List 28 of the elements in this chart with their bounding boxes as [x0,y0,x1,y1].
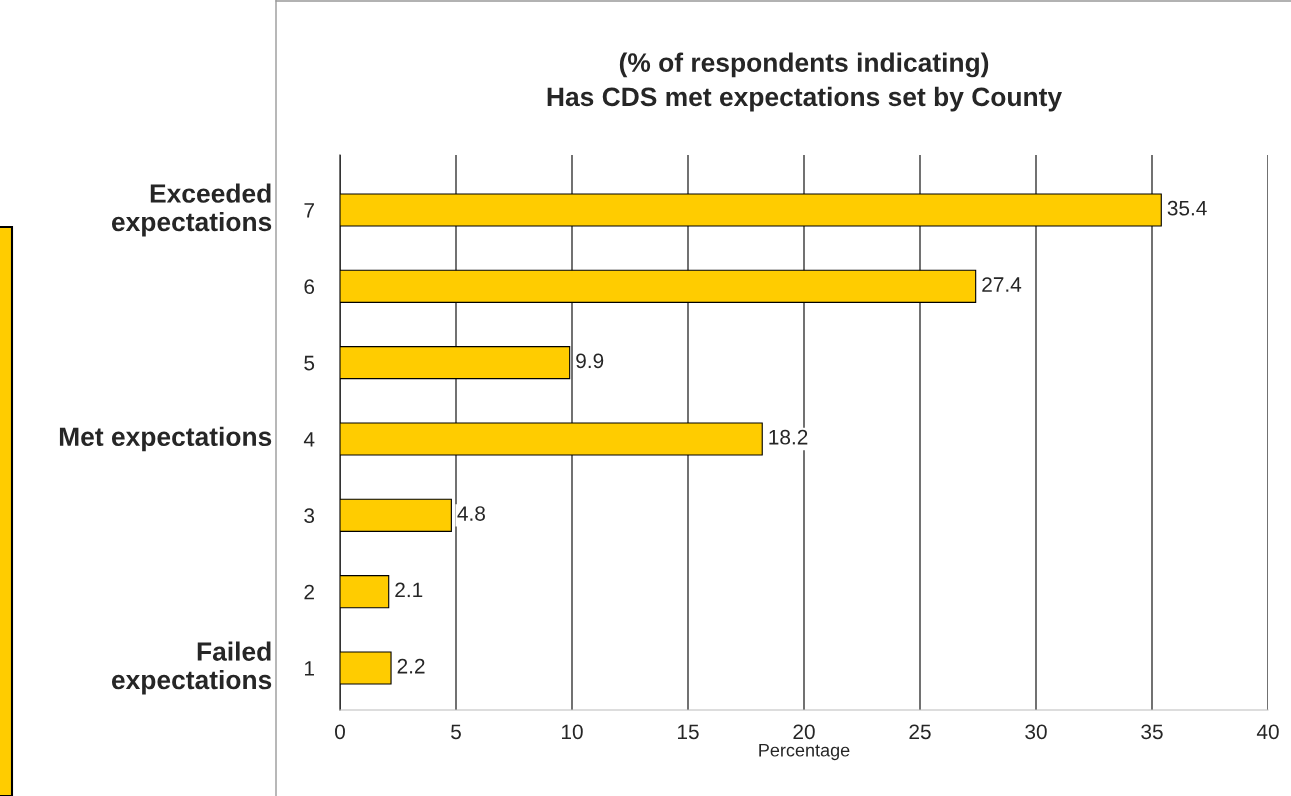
chart-title: (% of respondents indicating) Has CDS met expectations set by County [547,52,1062,112]
x-axis-title: Percentage [759,743,850,761]
y-tick-label: 7 [304,203,314,218]
data-label: 2.2 [397,658,425,674]
data-label: 4.8 [457,506,485,521]
data-label: 2.1 [395,582,423,598]
data-label: 9.9 [576,353,604,369]
text: Exceeded expectations [111,183,272,237]
x-tick-label: 25 [909,724,931,740]
data-label: 35.4 [1167,200,1207,216]
text: Met expectations [59,426,272,452]
y-tick-label: 1 [305,661,314,676]
y-tick-label: 6 [304,279,315,295]
x-tick-label: 20 [793,724,815,740]
x-tick-label: 15 [678,724,699,740]
x-tick-label: 10 [562,724,583,740]
x-tick-label: 35 [1141,724,1163,740]
text: Failed expectations [111,641,272,695]
x-tick-label: 0 [335,724,345,740]
y-tick-label: 5 [304,355,315,371]
y-tick-label: 2 [304,584,314,600]
data-label: 27.4 [982,277,1022,292]
data-label: 18.2 [769,429,808,445]
x-tick-label: 30 [1025,724,1047,740]
x-tick-label: 40 [1256,724,1279,740]
y-tick-label: 3 [304,508,315,524]
x-tick-label: 5 [451,724,461,740]
y-tick-label: 4 [303,432,315,447]
